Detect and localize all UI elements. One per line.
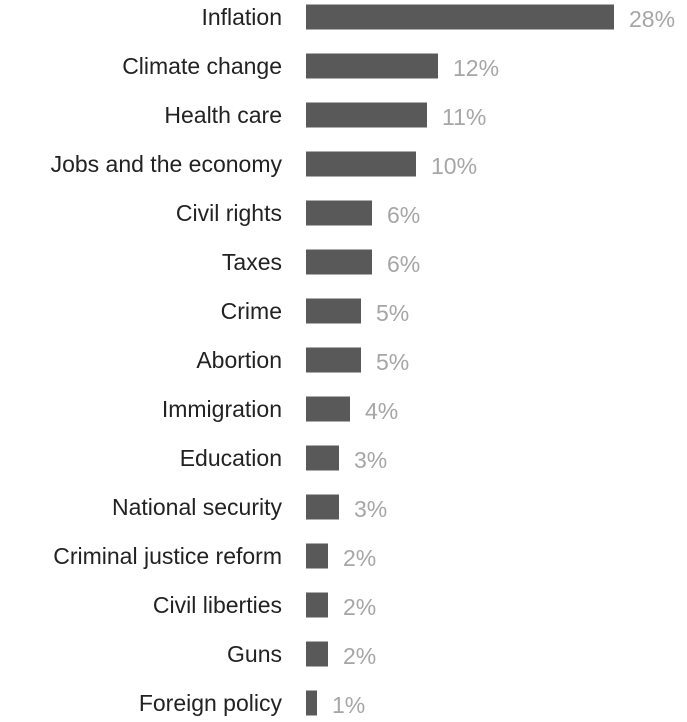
- value-label: 5%: [376, 300, 409, 326]
- category-label: Taxes: [222, 249, 282, 275]
- bar: [306, 494, 339, 520]
- bar-row-abortion: Abortion 5%: [196, 347, 409, 375]
- bar-row-foreign-policy: Foreign policy 1%: [139, 690, 365, 718]
- value-label: 2%: [343, 643, 376, 669]
- bar-row-immigration: Immigration 4%: [162, 396, 398, 424]
- bar: [306, 200, 372, 226]
- bar: [306, 53, 438, 79]
- bar-row-crime: Crime 5%: [221, 298, 410, 326]
- bar: [306, 445, 339, 471]
- bar: [306, 249, 372, 275]
- value-label: 2%: [343, 545, 376, 571]
- bar: [306, 347, 361, 373]
- bar-row-taxes: Taxes 6%: [222, 249, 420, 277]
- category-label: National security: [112, 494, 283, 520]
- value-label: 3%: [354, 447, 387, 473]
- category-label: Crime: [221, 298, 282, 324]
- value-label: 6%: [387, 251, 420, 277]
- value-label: 28%: [629, 6, 675, 32]
- category-label: Climate change: [122, 53, 282, 79]
- bar-row-civil-rights: Civil rights 6%: [176, 200, 420, 228]
- bars-layer: Inflation 28% Climate change 12% Health care…: [51, 4, 675, 718]
- value-label: 10%: [431, 153, 477, 179]
- bar-row-inflation: Inflation 28%: [201, 4, 675, 32]
- value-label: 4%: [365, 398, 398, 424]
- category-label: Foreign policy: [139, 690, 283, 716]
- value-label: 12%: [453, 55, 499, 81]
- bar: [306, 543, 328, 569]
- bar: [306, 298, 361, 324]
- category-label: Criminal justice reform: [53, 543, 282, 569]
- bar: [306, 4, 614, 30]
- bar: [306, 592, 328, 618]
- category-label: Civil rights: [176, 200, 282, 226]
- category-label: Jobs and the economy: [51, 151, 283, 177]
- category-label: Abortion: [196, 347, 282, 373]
- bar-row-criminal-justice-reform: Criminal justice reform 2%: [53, 543, 376, 571]
- category-label: Civil liberties: [153, 592, 282, 618]
- bar: [306, 641, 328, 667]
- category-label: Immigration: [162, 396, 282, 422]
- bar-row-civil-liberties: Civil liberties 2%: [153, 592, 376, 620]
- bar: [306, 102, 427, 128]
- bar-row-climate-change: Climate change 12%: [122, 53, 499, 81]
- value-label: 3%: [354, 496, 387, 522]
- value-label: 11%: [442, 104, 486, 130]
- category-label: Education: [180, 445, 282, 471]
- bar: [306, 151, 416, 177]
- category-label: Inflation: [201, 4, 282, 30]
- bar-row-guns: Guns 2%: [227, 641, 376, 669]
- bar: [306, 396, 350, 422]
- category-label: Guns: [227, 641, 282, 667]
- bar: [306, 690, 317, 716]
- bar-row-health-care: Health care 11%: [164, 102, 486, 130]
- bar-row-jobs-and-the-economy: Jobs and the economy 10%: [51, 151, 477, 179]
- value-label: 1%: [332, 692, 365, 718]
- bar-row-education: Education 3%: [180, 445, 388, 473]
- value-label: 5%: [376, 349, 409, 375]
- bar-row-national-security: National security 3%: [112, 494, 387, 522]
- value-label: 2%: [343, 594, 376, 620]
- category-label: Health care: [164, 102, 282, 128]
- value-label: 6%: [387, 202, 420, 228]
